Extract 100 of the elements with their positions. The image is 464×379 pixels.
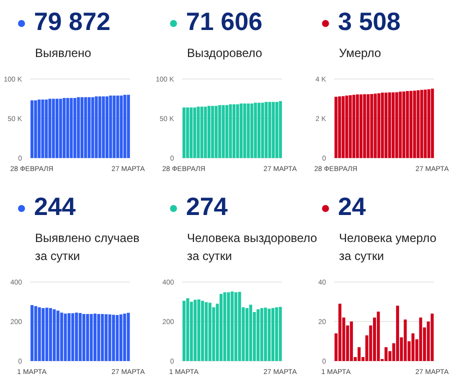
- bar: [49, 308, 52, 361]
- bar: [420, 90, 424, 158]
- bar: [182, 300, 186, 361]
- bar: [226, 292, 230, 361]
- bar: [34, 306, 38, 361]
- bar: [419, 318, 422, 361]
- bar: [345, 96, 348, 158]
- bar: [45, 308, 48, 361]
- bar: [104, 314, 108, 361]
- bar: [268, 308, 271, 361]
- bar: [74, 312, 78, 361]
- bar: [398, 92, 402, 158]
- bar: [197, 299, 200, 361]
- bar: [366, 94, 370, 158]
- bar: [30, 305, 34, 361]
- bar: [119, 314, 122, 361]
- bar: [430, 314, 434, 361]
- bar: [211, 106, 214, 158]
- bar: [71, 313, 74, 361]
- bar: [275, 307, 278, 361]
- bar: [228, 104, 232, 158]
- bar: [245, 308, 248, 361]
- bar: [254, 102, 257, 158]
- bar: [238, 292, 242, 361]
- bar: [392, 92, 395, 158]
- bar: [193, 107, 196, 158]
- bar: [402, 91, 406, 158]
- bar: [413, 90, 416, 158]
- bar: [356, 94, 359, 158]
- bar: [186, 107, 190, 158]
- bar: [108, 314, 112, 361]
- bar: [186, 298, 190, 361]
- bar: [271, 308, 274, 361]
- bar: [334, 96, 338, 158]
- bar: [374, 94, 377, 158]
- bar: [268, 102, 272, 158]
- chart-subtitle: Человека выздоровело за сутки: [187, 230, 318, 265]
- bar: [404, 320, 407, 361]
- bar: [388, 92, 392, 158]
- chart-title: 274: [186, 193, 228, 222]
- bar: [112, 314, 115, 361]
- bar: [249, 304, 252, 361]
- bar: [42, 308, 45, 361]
- bar: [243, 103, 246, 158]
- bar: [360, 94, 362, 158]
- bar: [56, 310, 60, 361]
- bar: [182, 107, 186, 158]
- bar: [430, 88, 434, 158]
- bar: [236, 104, 240, 158]
- bar: [384, 347, 388, 361]
- chart-subtitle: Выздоровело: [187, 45, 262, 62]
- bar: [82, 314, 86, 361]
- bar: [232, 104, 236, 158]
- bar: [194, 300, 197, 361]
- bar: [234, 292, 238, 361]
- bar: [38, 307, 41, 361]
- bar: [410, 90, 412, 158]
- bar: [201, 300, 204, 361]
- bar: [190, 302, 193, 361]
- bar: [97, 314, 100, 361]
- chart-title: 3 508: [338, 8, 401, 37]
- bar: [190, 107, 193, 158]
- bar: [204, 302, 208, 361]
- bar: [384, 92, 388, 158]
- bar: [223, 292, 226, 361]
- bar: [275, 102, 278, 158]
- bar: [200, 106, 204, 158]
- bar: [264, 308, 267, 361]
- bar: [380, 92, 384, 158]
- bar: [272, 102, 275, 158]
- bar: [246, 103, 250, 158]
- chart-subtitle: Умерло: [339, 45, 382, 62]
- chart-title: 79 872: [34, 8, 110, 37]
- bar: [416, 90, 420, 158]
- bar: [370, 94, 374, 158]
- bar: [100, 314, 104, 361]
- bar: [250, 103, 254, 158]
- bar: [196, 106, 200, 158]
- bar: [214, 106, 218, 158]
- bar: [338, 96, 342, 158]
- bar: [377, 93, 380, 158]
- bar: [208, 302, 212, 361]
- chart-title: 71 606: [186, 8, 262, 37]
- bar: [258, 102, 260, 158]
- bar: [240, 103, 243, 158]
- bar: [78, 313, 82, 361]
- chart-subtitle: Человека умерло за сутки: [339, 230, 436, 265]
- bar: [406, 91, 409, 158]
- bar: [424, 90, 427, 158]
- bar: [358, 347, 361, 361]
- bar: [218, 105, 222, 158]
- bar: [93, 314, 96, 361]
- bar: [264, 102, 268, 158]
- bar: [260, 308, 264, 361]
- chart-subtitle: Выявлено случаев за сутки: [35, 230, 140, 265]
- bar: [350, 322, 353, 361]
- chart-title: 244: [34, 193, 76, 222]
- chart-subtitle: Выявлено: [35, 45, 92, 62]
- bar: [342, 96, 345, 158]
- bar: [363, 94, 366, 158]
